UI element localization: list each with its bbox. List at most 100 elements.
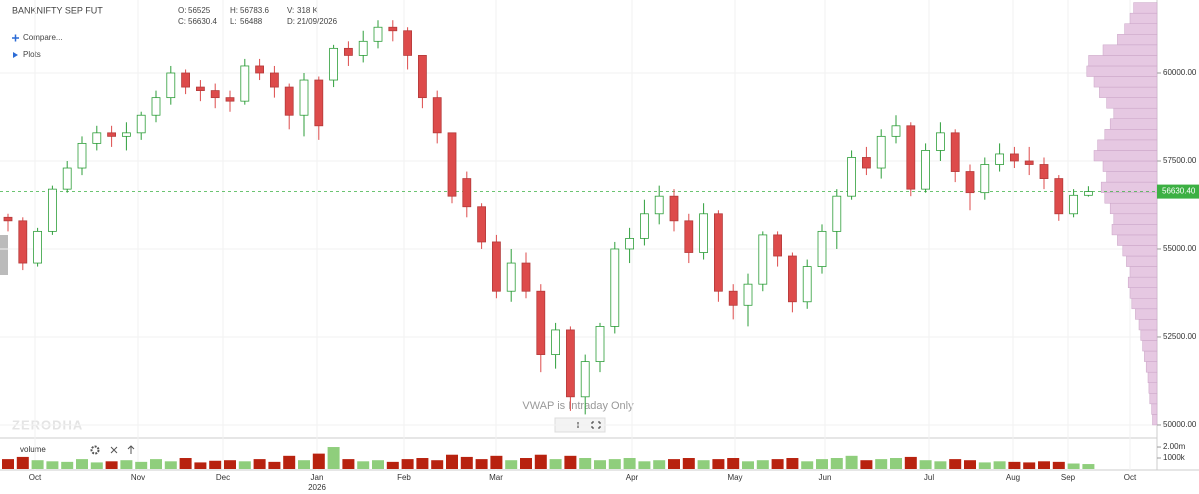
candle-body — [77, 142, 87, 169]
volume-profile — [1086, 2, 1158, 426]
volume-bar — [31, 460, 44, 469]
stat-value: 318 K — [297, 6, 319, 15]
volume-bar — [76, 459, 88, 469]
volume-bar — [1052, 461, 1065, 469]
volume-bar — [623, 458, 636, 469]
candle-body — [1039, 164, 1049, 179]
plots-toggle[interactable]: Plots — [13, 50, 41, 59]
candle-body — [269, 72, 279, 88]
candle-body — [299, 79, 309, 116]
candle-body — [773, 234, 782, 257]
symbol: BANKNIFTY SEP FUT — [12, 5, 103, 15]
v-tick-label: 2.00m — [1163, 442, 1186, 451]
stat-label: L: — [230, 17, 237, 26]
plus-icon — [12, 34, 19, 42]
volume-bar — [357, 461, 370, 469]
candle-body — [876, 135, 886, 169]
volume-bar — [682, 458, 695, 469]
volume-bar — [727, 458, 740, 469]
candle-body — [136, 114, 146, 134]
candle-body — [950, 132, 960, 172]
candle-body — [388, 26, 398, 32]
stat-value: 56525 — [188, 6, 211, 15]
profile-bar — [1135, 308, 1158, 320]
up-icon[interactable] — [127, 445, 135, 454]
x-tick-label: Dec — [216, 473, 230, 482]
candle-body — [1069, 194, 1078, 215]
volume-bar — [135, 461, 148, 469]
volume-bar — [194, 462, 207, 469]
candle-body — [758, 234, 768, 285]
x-tick-label: Sep — [1061, 473, 1076, 482]
volume-bar — [298, 460, 310, 469]
last-price-box — [1157, 184, 1199, 199]
candle-body — [92, 132, 102, 144]
volume-bar — [830, 458, 843, 469]
y-tick-label: 52500.00 — [1163, 332, 1197, 341]
x-tick-label: Mar — [489, 473, 503, 482]
candle-body — [343, 47, 353, 56]
candle-body — [403, 30, 413, 56]
y-tick-label: 55000.00 — [1163, 244, 1197, 253]
stat-value: 56783.6 — [240, 6, 269, 15]
volume-bar — [919, 460, 932, 469]
volume-bar — [416, 458, 429, 469]
v-tick-label: 1000k — [1163, 453, 1186, 462]
profile-bar — [1138, 319, 1158, 331]
stat-label: V: — [287, 6, 294, 15]
candle-body — [240, 65, 250, 102]
profile-bar — [1111, 224, 1158, 236]
volume-bar — [505, 460, 518, 469]
candle-body — [580, 361, 590, 398]
candle-body — [329, 47, 339, 81]
profile-bar — [1145, 361, 1158, 373]
candle-body — [625, 238, 634, 250]
volume-bar — [179, 458, 192, 469]
volume-bar — [209, 460, 222, 469]
volume-bar — [372, 460, 384, 469]
volume-bar — [668, 459, 680, 469]
candle-body — [802, 266, 812, 303]
profile-bar — [1129, 287, 1158, 299]
candle-body — [314, 79, 324, 127]
x-tick-label: Feb — [397, 473, 411, 482]
scroll-handle[interactable] — [0, 235, 8, 275]
volume-bar — [253, 459, 266, 469]
candle-body — [906, 125, 916, 190]
profile-bar — [1142, 340, 1158, 352]
candle-body — [181, 72, 191, 88]
close-icon[interactable] — [110, 446, 118, 454]
volume-bar — [875, 459, 888, 469]
candle-body — [817, 230, 827, 267]
volume-bar — [1008, 461, 1021, 469]
volume-bar — [490, 455, 503, 469]
compare[interactable]: Compare... — [23, 33, 63, 42]
profile-bar — [1093, 76, 1158, 88]
add-compare[interactable]: Compare... — [12, 33, 63, 42]
candle-body — [1024, 160, 1034, 165]
candle-body — [936, 132, 945, 151]
plots[interactable]: Plots — [23, 50, 41, 59]
volume-bar — [756, 460, 769, 469]
settings-icon[interactable] — [90, 445, 100, 455]
x-tick-label: Oct — [1124, 473, 1137, 482]
volume-bar — [386, 461, 399, 469]
candle-body — [48, 188, 57, 232]
candle-body — [373, 26, 383, 42]
volume-bar — [431, 460, 444, 469]
candle-body — [788, 255, 797, 303]
profile-bar — [1127, 276, 1158, 288]
candle-body — [965, 171, 975, 194]
x-tick-label: Jul — [924, 473, 934, 482]
zoom-reset[interactable] — [591, 421, 601, 429]
candle-body — [743, 283, 753, 306]
profile-bar — [1109, 118, 1158, 130]
volume-bar — [771, 459, 784, 469]
profile-bar — [1113, 213, 1158, 225]
profile-bar — [1109, 202, 1158, 215]
volume-bar — [549, 459, 562, 469]
candle-body — [832, 195, 842, 232]
candle-body — [684, 220, 694, 253]
volume-bar — [1023, 462, 1036, 469]
